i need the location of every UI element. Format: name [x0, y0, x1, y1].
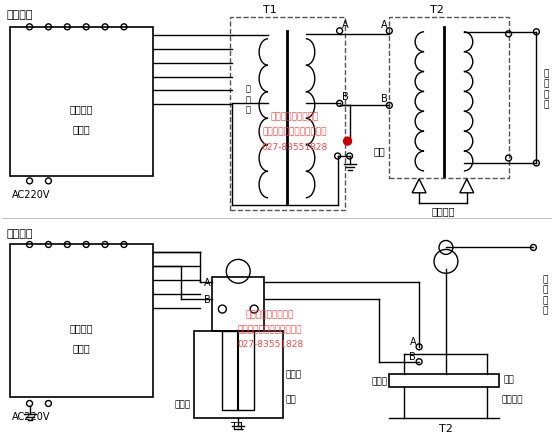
Bar — [212, 278, 264, 331]
Text: 测量端: 测量端 — [286, 369, 302, 378]
Bar — [230, 18, 345, 210]
Bar — [193, 331, 283, 418]
Text: 输出测量: 输出测量 — [69, 322, 93, 332]
Text: T1: T1 — [263, 5, 277, 15]
Text: AC220V: AC220V — [12, 189, 50, 199]
Text: T2: T2 — [430, 5, 444, 15]
Text: 托盘: 托盘 — [504, 374, 514, 383]
Text: T2: T2 — [439, 423, 453, 433]
Text: 接线柱: 接线柱 — [371, 376, 387, 385]
Text: AC220V: AC220V — [12, 411, 50, 421]
Text: 输出测量: 输出测量 — [69, 104, 93, 114]
Text: T1: T1 — [232, 421, 245, 431]
Text: B: B — [381, 94, 387, 104]
Circle shape — [343, 138, 352, 146]
Text: A: A — [342, 20, 348, 30]
Text: A: A — [204, 278, 211, 288]
Text: 输
入
端: 输 入 端 — [245, 84, 250, 114]
Text: B: B — [409, 351, 416, 361]
Text: 干式试验变压器厂家: 干式试验变压器厂家 — [271, 112, 319, 122]
Text: A: A — [409, 336, 416, 346]
Bar — [9, 28, 153, 177]
Text: B: B — [342, 92, 348, 102]
Bar — [222, 331, 254, 411]
Text: 原理图：: 原理图： — [7, 10, 33, 20]
Text: 测量: 测量 — [373, 146, 385, 156]
Bar — [389, 18, 509, 178]
Text: B: B — [204, 294, 211, 304]
Bar — [9, 245, 153, 397]
Text: 武汉凯迪正大电气有限公司: 武汉凯迪正大电气有限公司 — [263, 128, 327, 136]
Text: 控制箱: 控制箱 — [73, 342, 90, 352]
Text: 027-83551828: 027-83551828 — [261, 142, 328, 151]
Text: 027-83551828: 027-83551828 — [237, 339, 303, 349]
Text: 绝缘支架: 绝缘支架 — [501, 394, 523, 403]
Text: 绝缘支架: 绝缘支架 — [431, 205, 455, 215]
Text: A: A — [381, 20, 387, 30]
Bar — [389, 374, 499, 387]
Text: 接地: 接地 — [286, 394, 297, 403]
Text: 接线图：: 接线图： — [7, 228, 33, 238]
Text: 高
压
输
出: 高 压 输 出 — [542, 274, 548, 315]
Text: 输入端: 输入端 — [175, 399, 191, 408]
Text: 控制箱: 控制箱 — [73, 124, 90, 134]
Text: 武汉凯迪正大电气有限公司: 武汉凯迪正大电气有限公司 — [238, 325, 302, 334]
Text: 高
压
输
出: 高 压 输 出 — [543, 69, 549, 109]
Text: 电气绝缘强度测试区: 电气绝缘强度测试区 — [246, 310, 294, 319]
